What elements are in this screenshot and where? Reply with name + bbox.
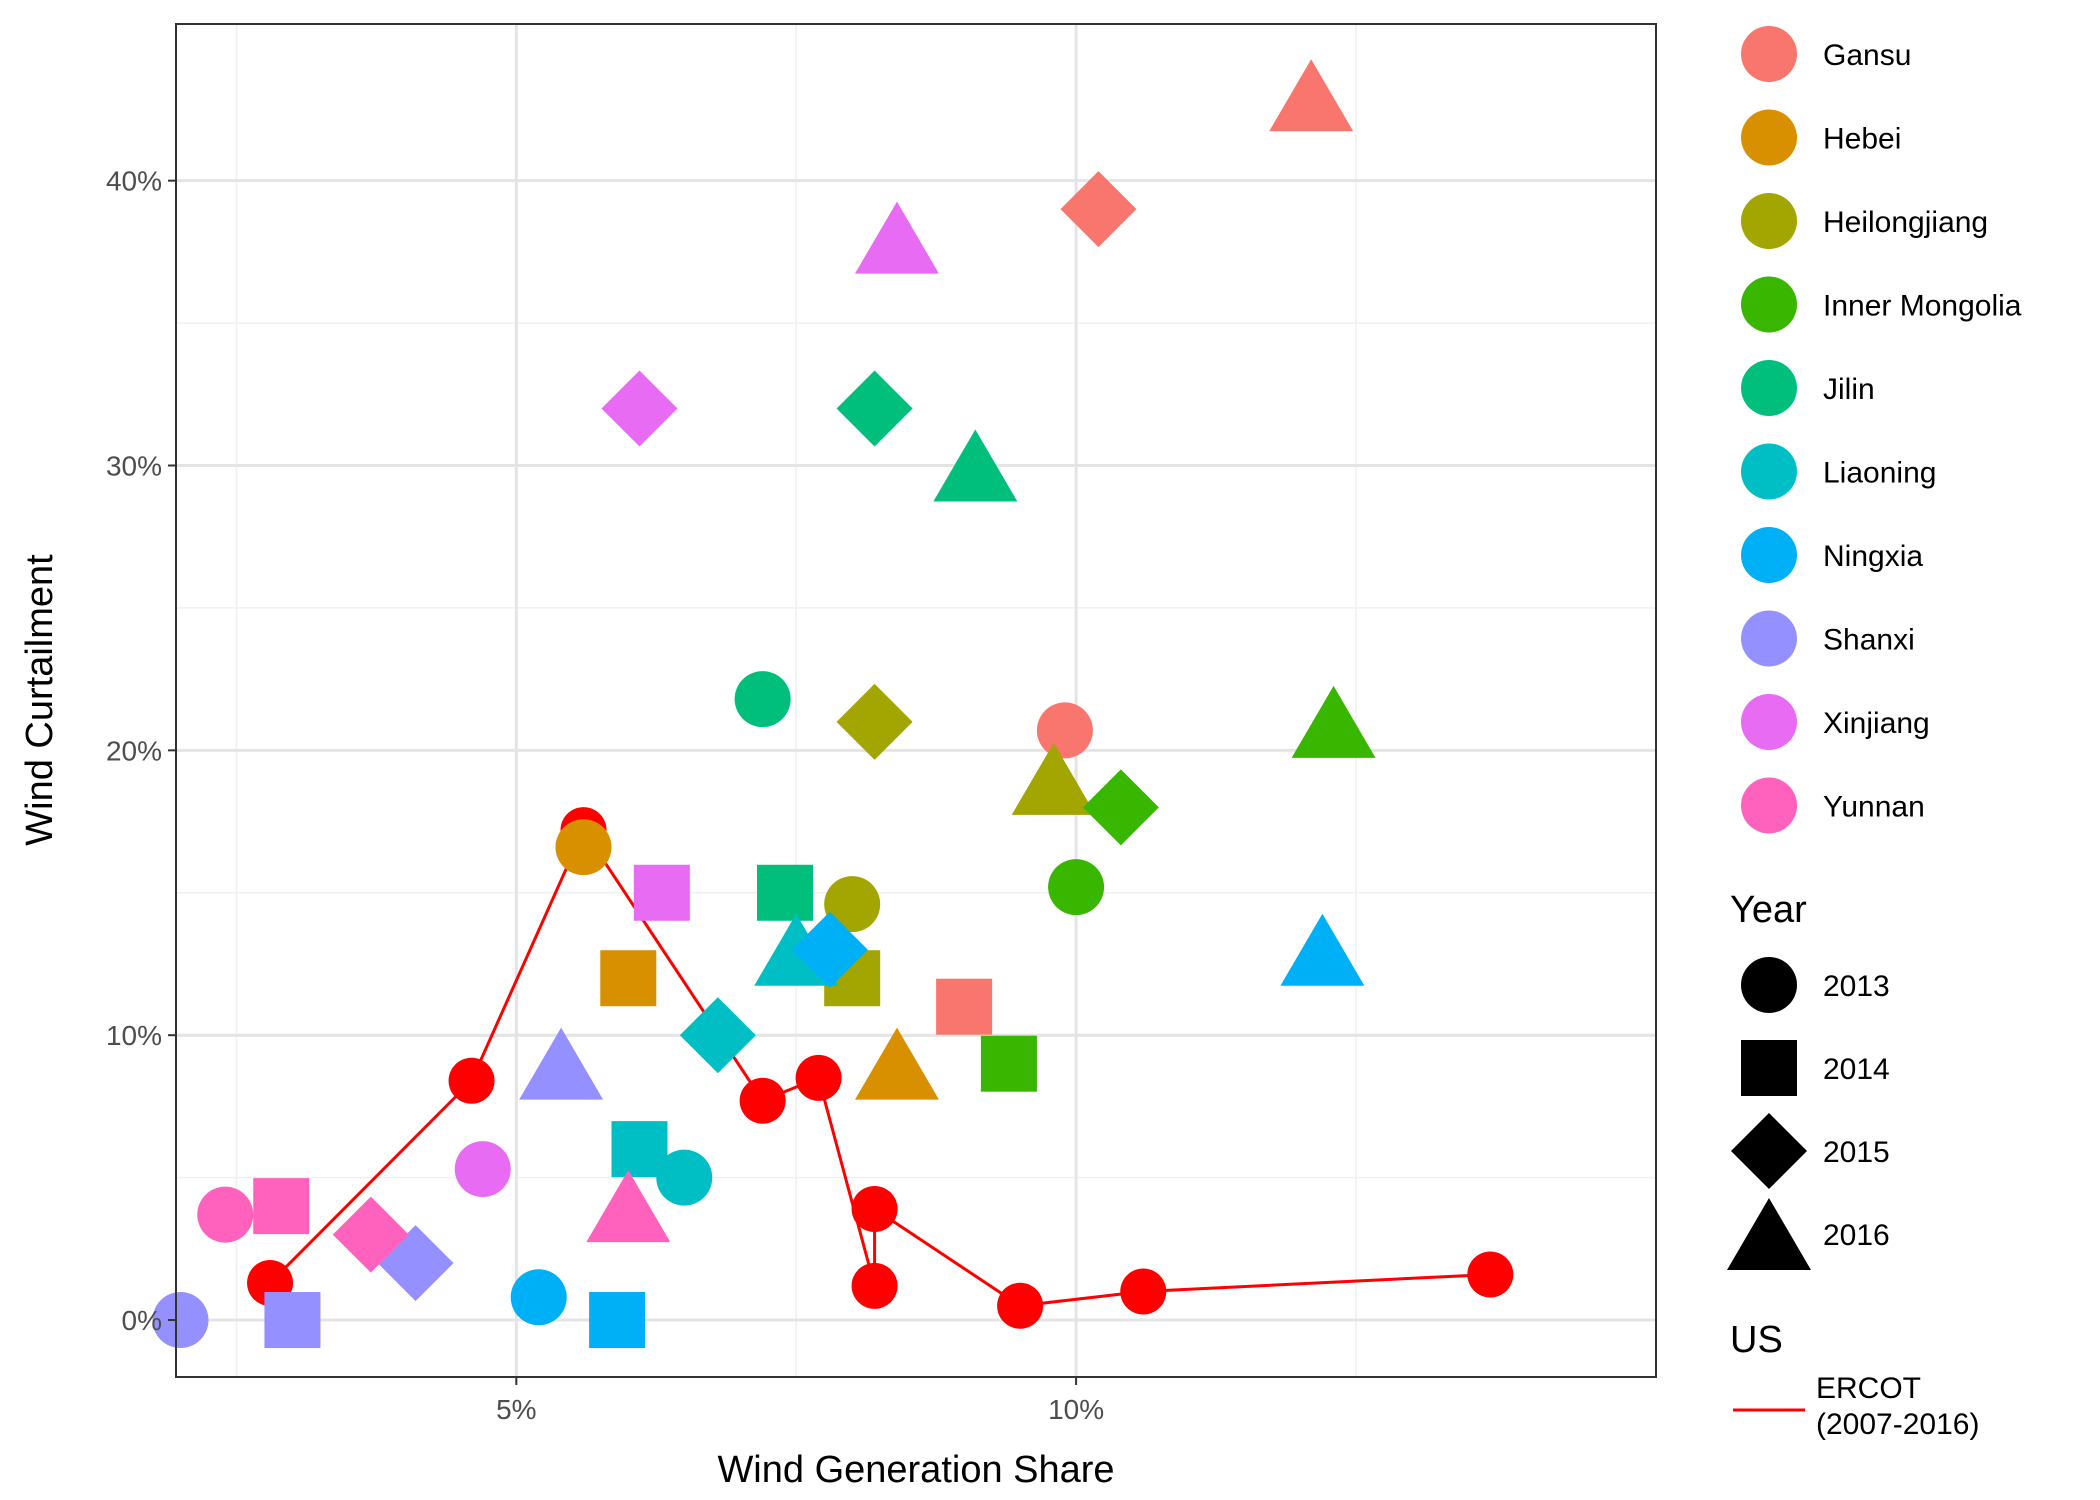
point-gansu-2015 [1060, 171, 1137, 248]
point-hebei-2016 [854, 1027, 939, 1100]
point-heilongjiang-2015 [836, 683, 913, 760]
legend-key-inner-mongolia [1741, 276, 1797, 333]
legend-key-ningxia [1741, 527, 1797, 583]
y-tick-label: 40% [106, 166, 162, 197]
legend-key-gansu [1741, 26, 1797, 82]
legend-label-yunnan: Yunnan [1823, 791, 1925, 824]
point-inner-mongolia-2016 [1291, 685, 1376, 758]
point-inner-mongolia-2014 [980, 1035, 1037, 1092]
point-ningxia-2016 [1280, 913, 1365, 986]
axes: 5% 10% 0% 10% 20% 30% 40% Wind Generation Sha… [19, 166, 1115, 1491]
legend-label-year-2016: 2016 [1823, 1219, 1890, 1252]
y-axis-ticks: 0% 10% 20% 30% 40% [106, 166, 176, 1336]
point-yunnan-2016 [586, 1170, 671, 1243]
point-jilin-2014 [757, 864, 814, 921]
legend-key-shanxi [1741, 610, 1797, 667]
legend-label-ercot: ERCOT [1816, 1372, 1921, 1405]
panel-background [176, 24, 1656, 1377]
y-tick-label: 10% [106, 1020, 162, 1051]
point-liaoning-2015 [679, 997, 756, 1074]
legend-key-heilongjiang [1741, 193, 1797, 249]
point-hebei-2014 [600, 950, 657, 1007]
legend-key-xinjiang [1741, 694, 1797, 750]
panel-border [175, 23, 1657, 1378]
point-xinjiang-2015 [601, 370, 678, 447]
point-liaoning-2013 [656, 1149, 713, 1206]
point-inner-mongolia-2015 [1082, 769, 1159, 846]
point-gansu-2016 [1269, 59, 1354, 132]
point-yunnan-2013 [197, 1186, 254, 1243]
ercot-point [1120, 1268, 1167, 1315]
point-xinjiang-2013 [454, 1141, 511, 1198]
x-axis-ticks: 5% 10% [496, 1377, 1104, 1425]
legend-label-year-2014: 2014 [1823, 1053, 1890, 1086]
x-tick-label: 5% [496, 1394, 536, 1425]
plot-panel [152, 23, 1657, 1378]
y-tick-label: 20% [106, 735, 162, 766]
point-ningxia-2013 [510, 1269, 567, 1326]
y-axis-title: Wind Curtailment [19, 554, 61, 846]
legend-label-xinjiang: Xinjiang [1823, 707, 1930, 740]
legend: Gansu Hebei Heilongjiang Inner Mongolia Jili… [1727, 26, 2022, 1441]
ercot-point [739, 1077, 786, 1124]
legend-label-inner-mongolia: Inner Mongolia [1823, 290, 2022, 323]
point-hebei-2013 [555, 819, 612, 876]
point-shanxi-2016 [519, 1027, 604, 1100]
y-tick-label: 0% [122, 1305, 162, 1336]
ercot-point [997, 1282, 1044, 1329]
point-liaoning-2014 [611, 1121, 668, 1178]
legend-us: US ERCOT(2007-2016) [1730, 1319, 1979, 1441]
legend-key-year-2014 [1741, 1040, 1797, 1096]
legend-key-yunnan [1741, 777, 1797, 834]
x-tick-label: 10% [1048, 1394, 1104, 1425]
ercot-point [448, 1057, 495, 1104]
legend-key-jilin [1741, 360, 1797, 416]
point-gansu-2014 [936, 978, 993, 1035]
legend-label-liaoning: Liaoning [1823, 457, 1936, 490]
ercot-point [851, 1262, 898, 1309]
x-axis-title: Wind Generation Share [717, 1449, 1114, 1491]
point-shanxi-2014 [264, 1292, 321, 1349]
ercot-point [1467, 1251, 1514, 1298]
ercot-point [795, 1054, 842, 1101]
point-heilongjiang-2016 [1011, 742, 1096, 815]
legend-label-jilin: Jilin [1823, 373, 1875, 406]
grid-lines [176, 24, 1656, 1377]
legend-label-year-2015: 2015 [1823, 1136, 1890, 1169]
point-gansu-2013 [1036, 702, 1093, 759]
legend-label-heilongjiang: Heilongjiang [1823, 206, 1988, 239]
legend-key-hebei [1741, 109, 1797, 166]
point-ningxia-2014 [589, 1292, 646, 1349]
ercot-point [851, 1185, 898, 1232]
point-jilin-2016 [933, 429, 1018, 502]
legend-label-ercot: (2007-2016) [1816, 1408, 1979, 1441]
point-shanxi-2013 [152, 1292, 209, 1349]
legend-label-shanxi: Shanxi [1823, 624, 1915, 657]
legend-label-year-2013: 2013 [1823, 970, 1890, 1003]
point-xinjiang-2016 [854, 201, 939, 274]
legend-key-liaoning [1741, 443, 1797, 500]
point-yunnan-2015 [332, 1196, 409, 1273]
legend-key-year-2015 [1731, 1113, 1807, 1189]
point-inner-mongolia-2013 [1048, 859, 1105, 916]
point-ningxia-2015 [791, 911, 868, 988]
legend-us-title: US [1730, 1319, 1783, 1361]
point-xinjiang-2014 [633, 864, 690, 921]
y-tick-label: 30% [106, 451, 162, 482]
point-jilin-2015 [836, 370, 913, 447]
legend-year-title: Year [1730, 889, 1807, 931]
legend-year: Year 2013 2014 2015 2016 [1727, 889, 1890, 1270]
legend-key-year-2013 [1741, 957, 1797, 1013]
point-heilongjiang-2013 [824, 876, 881, 933]
point-jilin-2013 [734, 671, 791, 728]
legend-label-gansu: Gansu [1823, 39, 1911, 72]
legend-province: Gansu Hebei Heilongjiang Inner Mongolia Jili… [1741, 26, 2022, 834]
legend-key-year-2016 [1727, 1198, 1811, 1270]
point-yunnan-2014 [253, 1178, 310, 1235]
legend-label-ningxia: Ningxia [1823, 540, 1923, 573]
legend-label-hebei: Hebei [1823, 123, 1901, 156]
province-points [152, 59, 1376, 1349]
ercot-line [268, 826, 1491, 1308]
